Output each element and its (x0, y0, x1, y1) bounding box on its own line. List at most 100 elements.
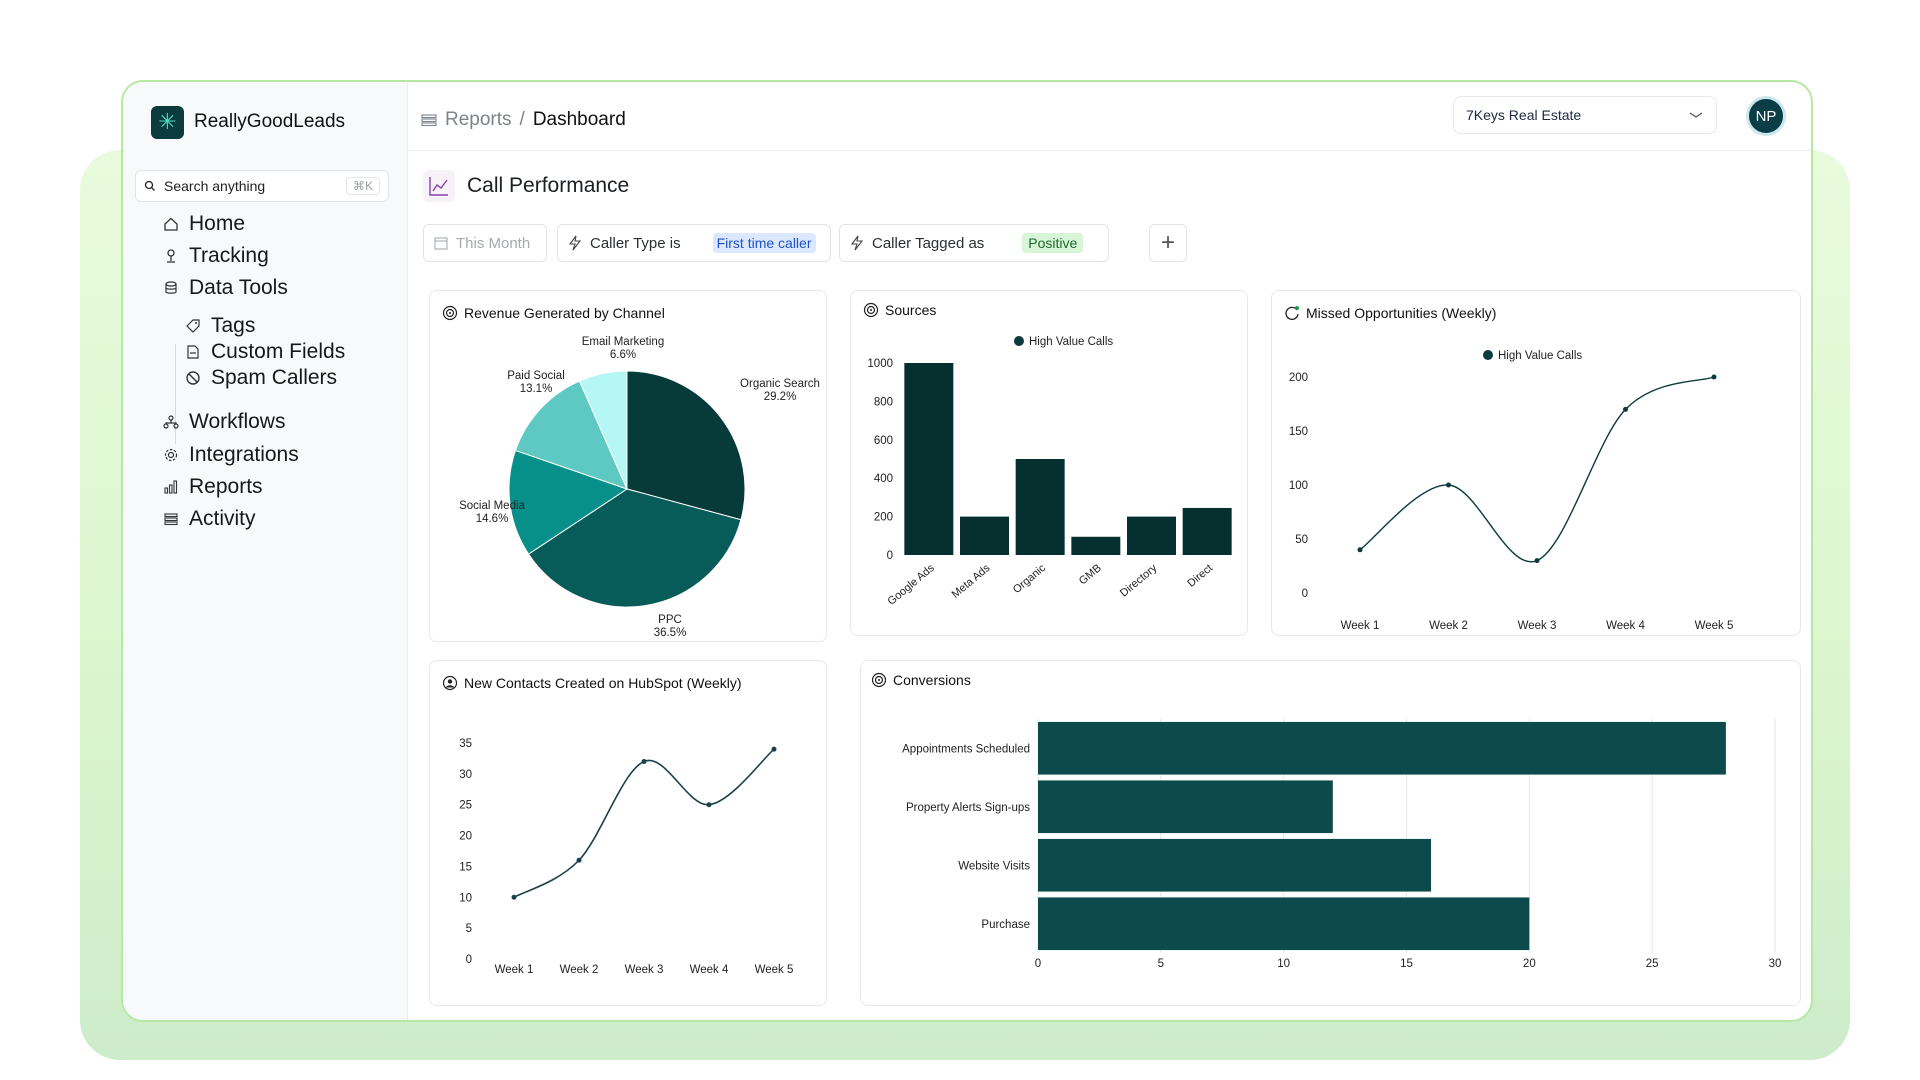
missed-opportunities-line-chart: High Value Calls 0 50 100 150 200 Week 1 Week 2… (1289, 350, 1733, 632)
y-tick-label: Website Visits (958, 860, 1030, 872)
brand[interactable]: ✳ ReallyGoodLeads (151, 104, 345, 140)
date-filter[interactable]: This Month (423, 224, 547, 262)
sources-bar-chart: High Value Calls 0 200 400 600 800 1000 Google … (867, 336, 1232, 608)
add-filter-button[interactable]: + (1149, 224, 1187, 262)
submenu-divider (175, 344, 176, 444)
sidebar-item-activity[interactable]: Activity (163, 507, 256, 531)
bar (904, 363, 954, 555)
card-title: Conversions (871, 672, 971, 688)
breadcrumb-current: Dashboard (532, 109, 626, 130)
pie-label: PPC (658, 614, 682, 626)
x-tick-label: Week 3 (625, 964, 664, 976)
pie-value-label: 13.1% (520, 383, 553, 395)
x-tick-label: Google Ads (885, 562, 937, 608)
y-tick-label: 50 (1295, 534, 1308, 546)
y-tick-label: 20 (459, 831, 472, 843)
pie-label: Organic Search (740, 378, 820, 390)
sidebar-item-label: Spam Callers (211, 366, 338, 389)
data-point (1623, 406, 1628, 412)
y-tick-label: 800 (874, 396, 893, 408)
card-title: New Contacts Created on HubSpot (Weekly) (442, 675, 742, 691)
sidebar-item-reports[interactable]: Reports (163, 475, 263, 499)
caller-type-label: Caller Type is (590, 234, 681, 252)
caller-tag-filter[interactable]: Caller Tagged as Positive (839, 224, 1109, 262)
caller-tag-label: Caller Tagged as (872, 234, 985, 252)
legend-marker (1483, 350, 1493, 360)
x-tick-label: Week 4 (690, 964, 729, 976)
search-input[interactable]: Search anything ⌘K (135, 170, 389, 202)
chart-title: Conversions (893, 672, 971, 688)
breadcrumb-separator: / (519, 109, 525, 130)
sidebar-item-tracking[interactable]: Tracking (163, 244, 269, 268)
pie-slice (527, 488, 742, 608)
card-title: Missed Opportunities (Weekly) (1284, 305, 1496, 321)
conversions-bar-chart: 0 5 10 15 20 25 30 Appointments Scheduled Proper… (902, 719, 1781, 970)
pie-label: Social Media (459, 500, 525, 512)
pie-value-label: 36.5% (654, 627, 687, 639)
y-tick-label: 1000 (867, 358, 893, 370)
x-tick-label: Week 5 (755, 964, 794, 976)
chart-title: Missed Opportunities (Weekly) (1306, 305, 1497, 321)
bar (1038, 721, 1726, 775)
x-tick-label: Meta Ads (950, 562, 993, 601)
sidebar-item-tags[interactable]: Tags (185, 314, 255, 338)
brand-name: ReallyGoodLeads (194, 111, 346, 132)
pie-value-label: 29.2% (764, 391, 797, 403)
card-title: Sources (863, 302, 936, 318)
search-icon (144, 180, 155, 191)
x-tick-label: Week 1 (495, 964, 534, 976)
sources-card: Sources High Value Calls 0 200 400 600 800 100… (850, 290, 1248, 636)
lightning-icon (568, 235, 582, 251)
data-point (706, 802, 712, 808)
y-tick-label: 150 (1289, 426, 1308, 438)
calendar-icon (434, 237, 448, 250)
avatar[interactable]: NP (1746, 96, 1786, 136)
x-tick-label: Direct (1185, 562, 1215, 590)
x-tick-label: 20 (1523, 958, 1536, 970)
sidebar-item-label: Integrations (189, 443, 299, 466)
breadcrumb: Reports / Dashboard (421, 102, 626, 138)
sidebar-item-label: Tags (211, 314, 256, 337)
pie-label: Email Marketing (582, 336, 664, 348)
pie-slice (626, 370, 746, 521)
sidebar-item-label: Custom Fields (211, 340, 346, 363)
sidebar-item-data-tools[interactable]: Data Tools (163, 276, 288, 300)
x-tick-label: 0 (1035, 958, 1041, 970)
sidebar-item-spam-callers[interactable]: Spam Callers (185, 366, 337, 390)
breadcrumb-parent[interactable]: Reports (445, 109, 512, 130)
target-icon (863, 302, 879, 318)
sidebar-item-home[interactable]: Home (163, 212, 245, 236)
sidebar-item-integrations[interactable]: Integrations (163, 443, 299, 467)
page-title-text: Call Performance (467, 174, 630, 197)
header-divider (407, 150, 1811, 151)
page-title: Call Performance (423, 168, 629, 204)
x-tick-label: 15 (1400, 958, 1413, 970)
data-point (1446, 482, 1451, 488)
chart-title: New Contacts Created on HubSpot (Weekly) (464, 675, 742, 691)
x-tick-label: Week 2 (1429, 620, 1468, 632)
x-tick-label: Week 3 (1518, 620, 1557, 632)
x-tick-label: Organic (1011, 562, 1049, 596)
caller-type-filter[interactable]: Caller Type is First time caller (557, 224, 831, 262)
pie-value-label: 6.6% (610, 349, 636, 361)
y-tick-label: 30 (459, 769, 472, 781)
y-tick-label: Purchase (981, 919, 1030, 931)
database-icon (165, 281, 177, 294)
home-icon (164, 217, 178, 231)
bar (1182, 507, 1232, 555)
pie-label: Paid Social (507, 370, 565, 382)
sidebar-item-label: Workflows (189, 410, 286, 433)
data-point (1534, 558, 1540, 564)
date-filter-label: This Month (456, 234, 531, 252)
sidebar-item-custom-fields[interactable]: Custom Fields (185, 340, 345, 364)
sidebar-item-label: Data Tools (189, 276, 288, 299)
y-tick-label: 35 (459, 738, 472, 750)
lightning-icon (850, 235, 864, 251)
sidebar-item-workflows[interactable]: Workflows (163, 410, 285, 434)
y-tick-label: 15 (459, 861, 472, 873)
line-series (513, 748, 775, 898)
data-point (1711, 374, 1717, 380)
sidebar-item-label: Activity (189, 507, 256, 530)
y-tick-label: 0 (466, 954, 472, 966)
company-select[interactable]: 7Keys Real Estate (1453, 96, 1717, 134)
